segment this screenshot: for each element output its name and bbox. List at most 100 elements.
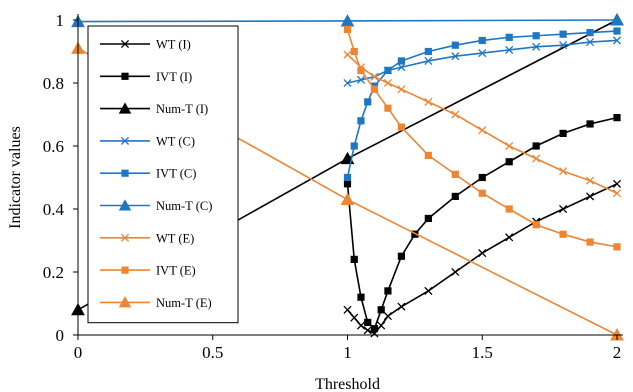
data-point <box>613 243 621 251</box>
data-point <box>613 114 621 122</box>
data-point <box>340 14 355 27</box>
legend-swatch-marker <box>118 296 132 308</box>
legend-swatch-marker <box>120 136 130 145</box>
data-point <box>343 78 352 88</box>
data-point <box>559 167 568 176</box>
x-mark-stroke <box>424 97 433 106</box>
data-point <box>451 192 459 200</box>
legend-item: Num-T (E) <box>100 296 212 310</box>
data-point <box>612 36 622 45</box>
series-line <box>346 54 618 194</box>
data-point <box>532 42 541 51</box>
legend-label: WT (C) <box>156 134 195 148</box>
data-point <box>370 72 379 81</box>
data-point <box>424 151 432 160</box>
data-point <box>350 142 358 150</box>
data-point <box>357 117 365 125</box>
data-point <box>350 255 358 263</box>
x-tick-label: 0 <box>74 343 83 362</box>
x-mark-stroke <box>343 305 352 314</box>
data-point <box>585 176 595 185</box>
data-point <box>424 56 433 66</box>
legend-label: IVT (E) <box>156 264 196 278</box>
x-mark-stroke <box>612 36 622 45</box>
data-point <box>451 41 459 49</box>
x-mark-stroke <box>397 302 406 311</box>
x-mark-stroke <box>612 189 622 198</box>
data-point <box>505 141 514 151</box>
legend-item: Num-T (C) <box>100 199 212 213</box>
data-point <box>612 179 622 188</box>
series-wt-i <box>343 179 622 338</box>
data-point <box>356 321 366 330</box>
x-mark-stroke <box>478 49 487 58</box>
data-point <box>340 192 355 206</box>
x-mark-stroke <box>120 233 130 242</box>
series-ivt-e <box>343 25 621 251</box>
x-mark-stroke <box>478 126 487 135</box>
y-tick-label: 0.8 <box>43 74 64 93</box>
data-point <box>505 233 514 242</box>
data-point <box>478 249 487 258</box>
y-tick-label: 0.2 <box>43 263 64 282</box>
x-mark-stroke <box>343 78 352 88</box>
x-mark-stroke <box>451 52 460 61</box>
x-mark-stroke <box>370 72 379 81</box>
legend-box <box>87 25 239 324</box>
data-point <box>505 33 513 41</box>
data-point <box>451 170 459 178</box>
x-mark-stroke <box>356 75 366 84</box>
data-point <box>559 30 567 38</box>
x-mark-stroke <box>585 37 595 47</box>
data-point <box>424 286 433 295</box>
data-point <box>478 189 486 197</box>
data-point <box>586 29 594 37</box>
series-line <box>347 39 618 84</box>
data-point <box>370 325 379 333</box>
data-point <box>424 47 432 56</box>
data-point <box>559 230 567 238</box>
data-point <box>356 75 366 84</box>
legend-swatch-marker <box>120 233 130 242</box>
data-point <box>585 37 595 47</box>
x-mark-stroke <box>585 192 595 201</box>
data-point <box>424 97 433 106</box>
x-mark-stroke <box>350 313 359 322</box>
x-mark-stroke <box>505 233 514 242</box>
x-mark-stroke <box>451 267 460 277</box>
data-point <box>585 192 595 201</box>
legend-label: WT (E) <box>156 231 194 245</box>
data-point <box>343 25 352 34</box>
series-line <box>346 116 618 331</box>
data-point <box>559 204 568 214</box>
x-mark-stroke <box>505 45 514 54</box>
data-point <box>505 45 514 54</box>
series-num-t-c <box>71 13 624 28</box>
data-point <box>397 252 405 260</box>
data-point <box>586 238 594 246</box>
x-mark-stroke <box>559 41 568 50</box>
data-point <box>613 27 621 35</box>
data-point <box>343 180 352 188</box>
y-axis-title: Indicator values <box>7 126 24 229</box>
legend: WT (I) IVT (I) Num-T (I) WT (C) IVT (C) Num-T… <box>87 25 239 324</box>
legend-label: Num-T (C) <box>156 199 212 213</box>
data-point <box>559 41 568 50</box>
x-mark-stroke <box>377 321 386 330</box>
data-point <box>370 85 379 93</box>
data-point <box>357 66 365 74</box>
axes: 0 0.5 1 1.5 2 0 0.2 0.4 0.6 0.8 1 <box>43 11 623 362</box>
x-mark-stroke <box>397 85 406 94</box>
x-axis-title: Threshold <box>315 376 380 392</box>
legend-swatch-marker <box>120 39 130 49</box>
x-mark-stroke <box>120 39 130 49</box>
x-mark-stroke <box>343 50 352 59</box>
data-point <box>377 321 386 330</box>
data-point <box>384 287 392 295</box>
x-mark-stroke <box>383 78 392 88</box>
legend-swatch-marker <box>118 199 132 211</box>
data-point <box>357 293 365 301</box>
data-point <box>478 49 487 58</box>
data-point <box>478 173 486 182</box>
data-point <box>612 189 622 198</box>
